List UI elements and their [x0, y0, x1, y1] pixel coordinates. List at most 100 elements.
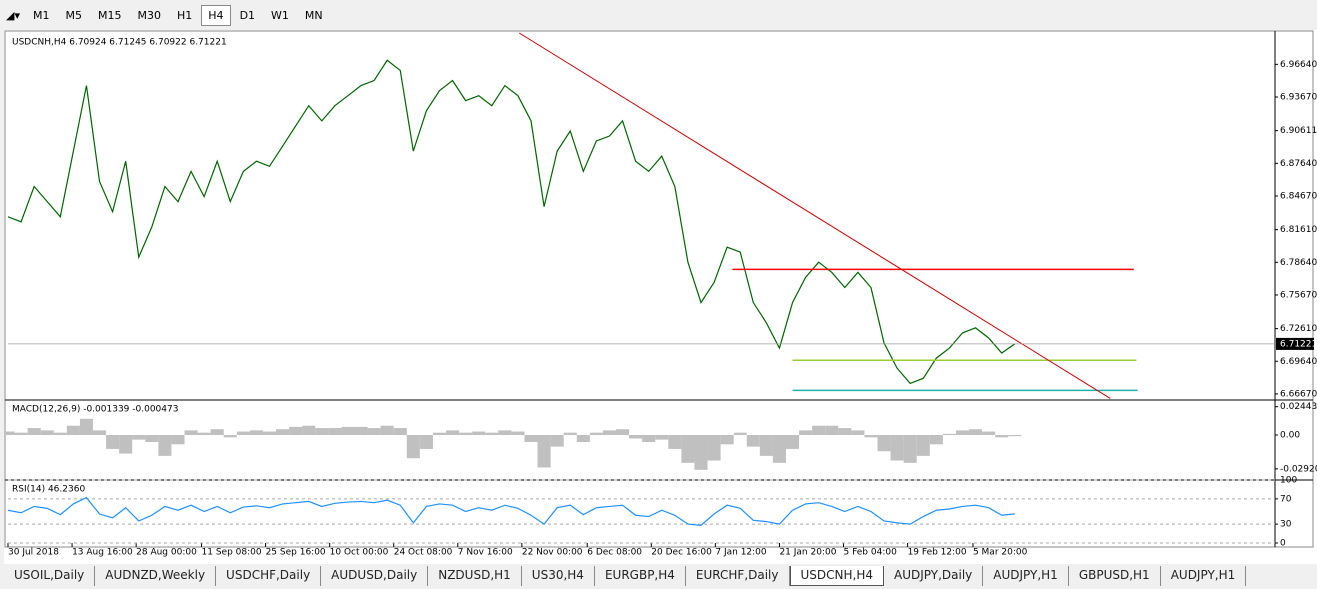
x-tick-label: 7 Nov 16:00: [458, 548, 513, 558]
histogram-bar: [393, 428, 407, 436]
y-tick-label: 0: [1280, 539, 1286, 549]
histogram-bar: [916, 435, 930, 456]
histogram-bar: [472, 431, 486, 436]
histogram-bar: [903, 435, 917, 463]
timeframe-button[interactable]: M5: [65, 8, 83, 22]
histogram-bar: [995, 435, 1009, 438]
timeframe-button[interactable]: D1: [239, 8, 256, 22]
histogram-bar: [197, 432, 211, 436]
x-tick-label: 30 Jul 2018: [8, 548, 59, 558]
x-tick-label: 24 Oct 08:00: [394, 548, 453, 558]
y-tick-label: 6.93670: [1280, 93, 1317, 103]
histogram-bar: [210, 429, 224, 436]
timeframe-button[interactable]: MN: [304, 8, 323, 22]
x-tick-label: 5 Mar 20:00: [973, 548, 1028, 558]
histogram-bar: [524, 435, 538, 442]
chart-tab[interactable]: AUDJPY,H1: [1161, 566, 1247, 586]
histogram-bar: [40, 430, 54, 436]
chart-tab[interactable]: AUDNZD,Weekly: [95, 566, 217, 586]
histogram-bar: [406, 435, 420, 459]
histogram-bar: [132, 435, 146, 440]
histogram-bar: [276, 429, 290, 436]
trend-line: [518, 32, 1111, 399]
histogram-bar: [354, 426, 368, 436]
y-tick-label: 6.84670: [1280, 191, 1317, 201]
histogram-bar: [694, 435, 708, 470]
histogram-bar: [864, 435, 878, 438]
x-tick-label: 19 Feb 12:00: [908, 548, 967, 558]
chart-tab[interactable]: USDCNH,H4: [789, 566, 884, 586]
x-tick-label: 11 Sep 08:00: [202, 548, 262, 558]
chart-tab[interactable]: AUDJPY,Daily: [884, 566, 984, 586]
y-tick-label: 6.87640: [1280, 159, 1317, 169]
price-line: [7, 496, 1015, 526]
histogram-bar: [955, 430, 970, 436]
histogram-bar: [877, 435, 891, 452]
chart-tab[interactable]: US30,H4: [522, 566, 595, 586]
chart-tab[interactable]: AUDJPY,H1: [983, 566, 1069, 586]
histogram-bar: [53, 432, 67, 436]
chart-tab[interactable]: EURGBP,H4: [595, 566, 686, 586]
histogram-bar: [982, 431, 996, 436]
histogram-bar: [302, 425, 316, 436]
histogram-bar: [171, 435, 185, 445]
histogram-bar: [184, 430, 198, 436]
timeframe-button[interactable]: H4: [201, 4, 231, 26]
histogram-bar: [537, 435, 551, 468]
histogram-bar: [79, 418, 93, 436]
timeframe-button[interactable]: H1: [177, 8, 193, 22]
histogram-bar: [746, 435, 760, 447]
histogram-bar: [629, 435, 643, 439]
chart-tab[interactable]: USDCHF,Daily: [216, 566, 322, 586]
histogram-bar: [223, 435, 237, 438]
histogram-bar: [66, 425, 80, 436]
histogram-bar: [589, 432, 603, 436]
histogram-bar: [158, 435, 172, 456]
price-line: [7, 59, 1016, 385]
histogram-bar: [498, 430, 512, 436]
chart-tab[interactable]: EURCHF,Daily: [686, 566, 790, 586]
chart-tab[interactable]: AUDUSD,Daily: [321, 566, 429, 586]
histogram-bar: [262, 431, 277, 436]
histogram-bar: [367, 428, 381, 436]
histogram-bar: [511, 431, 525, 436]
y-tick-label: 6.69640: [1280, 357, 1317, 367]
histogram-bar: [432, 432, 447, 436]
current-price-label: 6.71221: [1280, 339, 1317, 349]
y-tick-label: 6.96640: [1280, 60, 1317, 70]
histogram-bar: [485, 432, 499, 436]
histogram-bar: [851, 430, 865, 436]
histogram-bar: [328, 428, 342, 436]
timeframe-button[interactable]: M1: [33, 8, 50, 22]
histogram-bar: [106, 435, 120, 449]
histogram-bar: [341, 426, 355, 436]
current-price-box: [1276, 337, 1314, 350]
histogram-bar: [550, 435, 564, 447]
histogram-bar: [720, 435, 734, 445]
histogram-bar: [236, 431, 250, 436]
histogram-bar: [14, 432, 28, 436]
histogram-bar: [825, 425, 839, 436]
histogram-bar: [668, 435, 682, 449]
timeframe-toolbar: ◢▾ M1 M5 M15 M30 H1 H4 D1 W1 MN: [0, 0, 560, 30]
x-tick-label: 28 Aug 00:00: [136, 548, 197, 558]
histogram-bar: [119, 435, 133, 454]
timeframe-button[interactable]: M30: [137, 8, 162, 22]
chart-tab[interactable]: USOIL,Daily: [4, 566, 96, 586]
chart-tab[interactable]: GBPUSD,H1: [1069, 566, 1161, 586]
y-tick-label: -0.029207: [1280, 464, 1317, 474]
histogram-bar: [616, 429, 630, 436]
timeframe-button[interactable]: M15: [98, 8, 122, 22]
histogram-bar: [459, 432, 473, 436]
chart-tabs: USOIL,Daily AUDNZD,Weekly USDCHF,Daily AUDU…: [4, 566, 1317, 586]
y-tick-label: 6.90611: [1280, 126, 1317, 136]
drawing-tools[interactable]: ◢▾: [6, 8, 20, 22]
chart-tab[interactable]: NZDUSD,H1: [428, 566, 522, 586]
timeframe-button[interactable]: W1: [271, 8, 289, 22]
histogram-bar: [707, 435, 721, 461]
histogram-bar: [563, 432, 577, 436]
histogram-bar: [942, 433, 956, 436]
histogram-bar: [446, 430, 460, 436]
y-tick-label: 70: [1280, 494, 1292, 504]
histogram-bar: [145, 435, 159, 442]
